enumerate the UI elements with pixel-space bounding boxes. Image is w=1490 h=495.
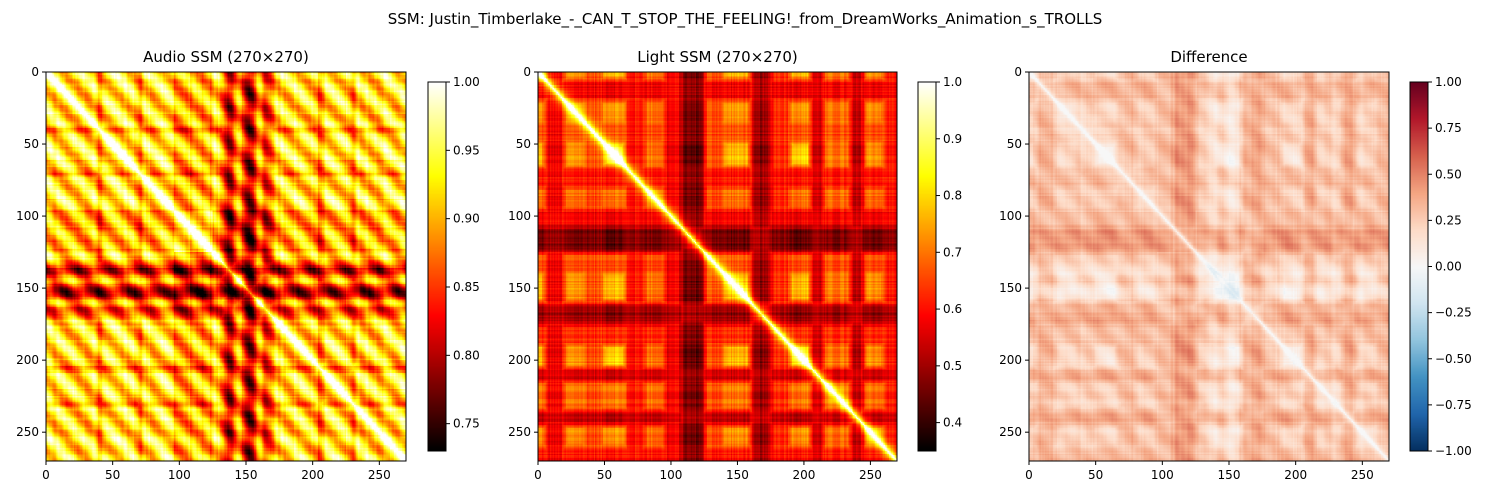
audio-y-tick-label: 0 (31, 65, 39, 79)
light-heatmap (538, 72, 897, 461)
difference-x-tick-label: 250 (1351, 468, 1374, 482)
difference-y-tick-label: 250 (999, 425, 1022, 439)
audio-x-tick-label: 150 (235, 468, 258, 482)
audio-colorbar-tick-label: 0.80 (453, 348, 480, 362)
difference-colorbar-tick-label: 0.75 (1435, 121, 1462, 135)
audio-colorbar (428, 82, 446, 451)
difference-title: Difference (1170, 48, 1247, 66)
light-y-tick-label: 250 (508, 425, 531, 439)
audio-y-tick-label: 100 (16, 209, 39, 223)
difference-x-tick-label: 50 (1088, 468, 1103, 482)
light-panel: Light SSM (270×270) 0 50 100 150 200 250 0 50 100… (508, 48, 962, 482)
audio-heatmap (46, 72, 406, 461)
difference-x-tick-label: 150 (1218, 468, 1241, 482)
difference-colorbar-tick-label: 0.25 (1435, 213, 1462, 227)
audio-y-tick-label: 150 (16, 281, 39, 295)
audio-axes-frame (45, 71, 407, 462)
audio-title: Audio SSM (270×270) (143, 48, 309, 66)
light-x-tick-label: 200 (792, 468, 815, 482)
light-colorbar-frame (917, 81, 937, 452)
difference-colorbar-tick-label: −0.25 (1435, 306, 1472, 320)
panels: Audio SSM (270×270) 0 50 100 150 200 250 0 50 100… (16, 48, 1472, 482)
light-colorbar-tick-label: 0.4 (943, 416, 962, 430)
audio-colorbar-tick-label: 0.90 (453, 212, 480, 226)
audio-x-tick-label: 250 (368, 468, 391, 482)
difference-x-tick-label: 0 (1025, 468, 1033, 482)
difference-y-tick-label: 50 (1007, 137, 1022, 151)
audio-x-tick-label: 50 (105, 468, 120, 482)
difference-x-tick-label: 200 (1284, 468, 1307, 482)
light-y-tick-label: 150 (508, 281, 531, 295)
light-x-tick-label: 50 (597, 468, 612, 482)
light-x-tick-label: 100 (660, 468, 683, 482)
audio-colorbar-frame (427, 81, 447, 452)
audio-panel: Audio SSM (270×270) 0 50 100 150 200 250 0 50 100… (16, 48, 480, 482)
difference-panel: Difference 0 50 100 150 200 250 0 50 100 150 200 250… (999, 48, 1472, 482)
audio-colorbar-tick-label: 0.75 (453, 417, 480, 431)
light-colorbar-tick-label: 0.8 (943, 189, 962, 203)
difference-y-tick-label: 150 (999, 281, 1022, 295)
difference-x-tick-label: 100 (1151, 468, 1174, 482)
light-y-tick-label: 200 (508, 353, 531, 367)
light-colorbar-tick-label: 0.5 (943, 359, 962, 373)
difference-colorbar (1410, 82, 1428, 451)
difference-colorbar-tick-label: 0.00 (1435, 260, 1462, 274)
audio-y-tick-label: 200 (16, 353, 39, 367)
audio-colorbar-tick-label: 0.95 (453, 143, 480, 157)
light-title: Light SSM (270×270) (637, 48, 798, 66)
difference-heatmap (1029, 72, 1389, 461)
difference-colorbar-tick-label: −0.50 (1435, 352, 1472, 366)
light-y-tick-label: 0 (523, 65, 531, 79)
difference-y-tick-label: 200 (999, 353, 1022, 367)
audio-y-tick-label: 50 (24, 137, 39, 151)
audio-x-tick-label: 0 (42, 468, 50, 482)
difference-colorbar-tick-label: 1.00 (1435, 75, 1462, 89)
figure-title: SSM: Justin_Timberlake_-_CAN_T_STOP_THE_… (388, 10, 1103, 29)
light-colorbar (918, 82, 936, 451)
light-colorbar-tick-label: 0.7 (943, 245, 962, 259)
difference-y-tick-label: 100 (999, 209, 1022, 223)
light-colorbar-tick-label: 1.0 (943, 75, 962, 89)
difference-colorbar-tick-label: 0.50 (1435, 167, 1462, 181)
audio-colorbar-tick-label: 1.00 (453, 75, 480, 89)
difference-y-tick-label: 0 (1014, 65, 1022, 79)
difference-colorbar-tick-label: −1.00 (1435, 444, 1472, 458)
audio-y-tick-label: 250 (16, 425, 39, 439)
difference-colorbar-tick-label: −0.75 (1435, 398, 1472, 412)
light-x-tick-label: 250 (859, 468, 882, 482)
difference-axes-frame (1028, 71, 1390, 462)
light-x-tick-label: 150 (726, 468, 749, 482)
audio-colorbar-tick-label: 0.85 (453, 280, 480, 294)
light-colorbar-tick-label: 0.9 (943, 132, 962, 146)
light-colorbar-tick-label: 0.6 (943, 302, 962, 316)
light-y-tick-label: 100 (508, 209, 531, 223)
audio-x-tick-label: 100 (168, 468, 191, 482)
light-y-tick-label: 50 (516, 137, 531, 151)
light-x-tick-label: 0 (534, 468, 542, 482)
audio-x-tick-label: 200 (301, 468, 324, 482)
light-axes-frame (537, 71, 898, 462)
